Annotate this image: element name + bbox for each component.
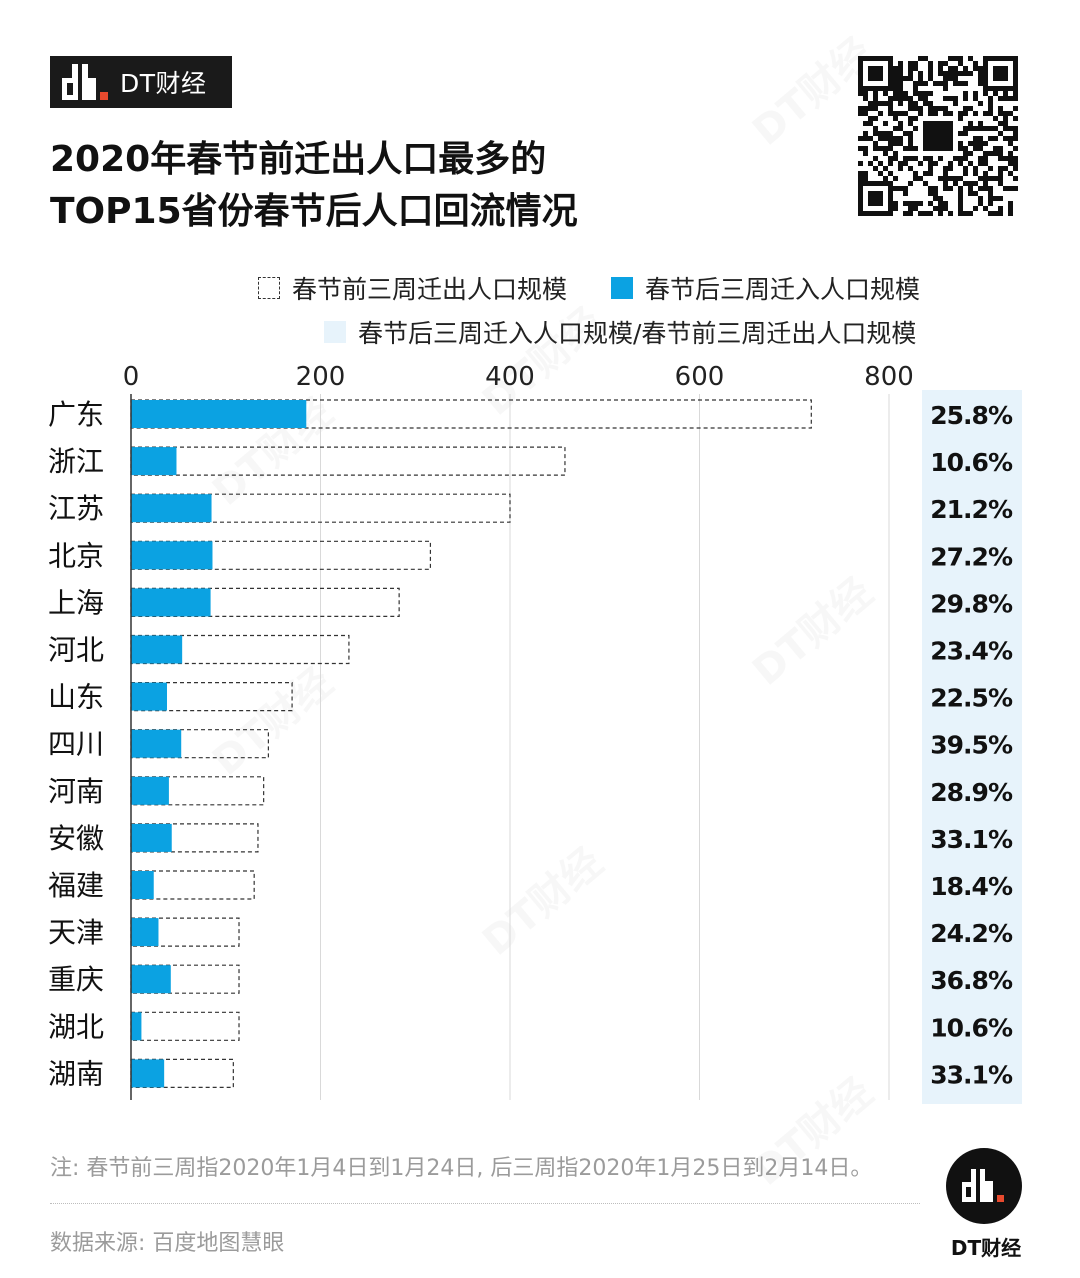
category-label: 江苏 (48, 492, 104, 525)
ratio-label: 22.5% (930, 684, 1013, 713)
x-tick-label: 600 (675, 362, 725, 392)
legend-after-label: 春节后三周迁入人口规模 (645, 275, 921, 304)
bar-after (131, 494, 212, 523)
ratio-label: 36.8% (930, 966, 1013, 995)
brand-logo-icon (946, 1148, 1022, 1224)
bar-after (131, 729, 182, 758)
category-label: 山东 (48, 681, 104, 714)
category-label: 河南 (48, 775, 104, 808)
x-tick-label: 200 (296, 362, 346, 392)
bar-after (131, 918, 159, 947)
ratio-label: 33.1% (930, 825, 1013, 854)
ratio-label: 10.6% (930, 1013, 1013, 1042)
ratio-label: 21.2% (930, 495, 1013, 524)
header-logo: DT财经 (50, 56, 232, 108)
bar-after (131, 965, 171, 994)
ratio-label: 25.8% (930, 401, 1013, 430)
category-label: 四川 (48, 728, 104, 761)
legend-row-2: 春节后三周迁入人口规模/春节前三周迁出人口规模 (324, 314, 916, 350)
category-label: 上海 (48, 586, 104, 619)
legend-before-swatch (258, 277, 280, 299)
bar-after (131, 447, 177, 476)
x-tick-label: 800 (864, 362, 914, 392)
ratio-label: 33.1% (930, 1060, 1013, 1089)
logo-text: DT财经 (120, 69, 207, 98)
bar-after (131, 588, 211, 617)
category-label: 安徽 (48, 822, 104, 855)
footer-divider (50, 1203, 920, 1204)
bar-after (131, 823, 172, 852)
category-label: 天津 (48, 916, 104, 949)
data-source: 数据来源: 百度地图慧眼 (50, 1231, 285, 1256)
legend-ratio-label: 春节后三周迁入人口规模/春节前三周迁出人口规模 (358, 319, 917, 348)
ratio-label: 29.8% (930, 589, 1013, 618)
bar-before (130, 964, 240, 994)
bar-before (130, 917, 240, 947)
category-label: 重庆 (48, 963, 104, 996)
category-label: 湖南 (48, 1057, 104, 1090)
bar-after (131, 541, 213, 570)
category-label: 北京 (48, 539, 104, 572)
bar-after (131, 635, 183, 664)
legend-after-swatch (611, 277, 634, 299)
bar-after (131, 1012, 142, 1041)
ratio-label: 24.2% (930, 919, 1013, 948)
bar-before (130, 587, 400, 618)
category-label: 浙江 (48, 445, 104, 478)
bar-after (131, 1059, 165, 1088)
ratio-column-bg (922, 390, 1022, 1104)
ratio-label: 28.9% (930, 778, 1013, 807)
title-line-2: TOP15省份春节后人口回流情况 (50, 191, 578, 232)
ratio-label: 10.6% (930, 448, 1013, 477)
ratio-label: 23.4% (930, 637, 1013, 666)
category-label: 河北 (48, 634, 104, 667)
bar-after (131, 871, 154, 899)
ratio-label: 27.2% (930, 542, 1013, 571)
bar-after (131, 682, 168, 711)
x-tick-label: 0 (123, 362, 140, 392)
bar-before (130, 1011, 240, 1041)
category-label: 福建 (48, 869, 104, 902)
qr-code-icon (858, 56, 1018, 216)
page-title: 2020年春节前迁出人口最多的 TOP15省份春节后人口回流情况 (50, 134, 578, 238)
bar-after (131, 776, 169, 805)
legend-row-1: 春节前三周迁出人口规模 春节后三周迁入人口规模 (258, 270, 920, 306)
legend-ratio-swatch (324, 321, 346, 343)
bar-before (130, 446, 566, 476)
brand-text: DT财经 (950, 1236, 1022, 1260)
ratio-label: 18.4% (930, 872, 1013, 901)
ratio-label: 39.5% (930, 731, 1013, 760)
x-tick-label: 400 (485, 362, 535, 392)
legend-before-label: 春节前三周迁出人口规模 (292, 275, 568, 304)
category-label: 湖北 (48, 1010, 104, 1043)
title-line-1: 2020年春节前迁出人口最多的 (50, 139, 547, 180)
category-label: 广东 (48, 398, 104, 431)
bar-after (131, 400, 307, 428)
bar-before (130, 776, 265, 806)
dt-logo-icon (60, 62, 110, 102)
footnote: 注: 春节前三周指2020年1月4日到1月24日, 后三周指2020年1月25日… (50, 1156, 873, 1181)
